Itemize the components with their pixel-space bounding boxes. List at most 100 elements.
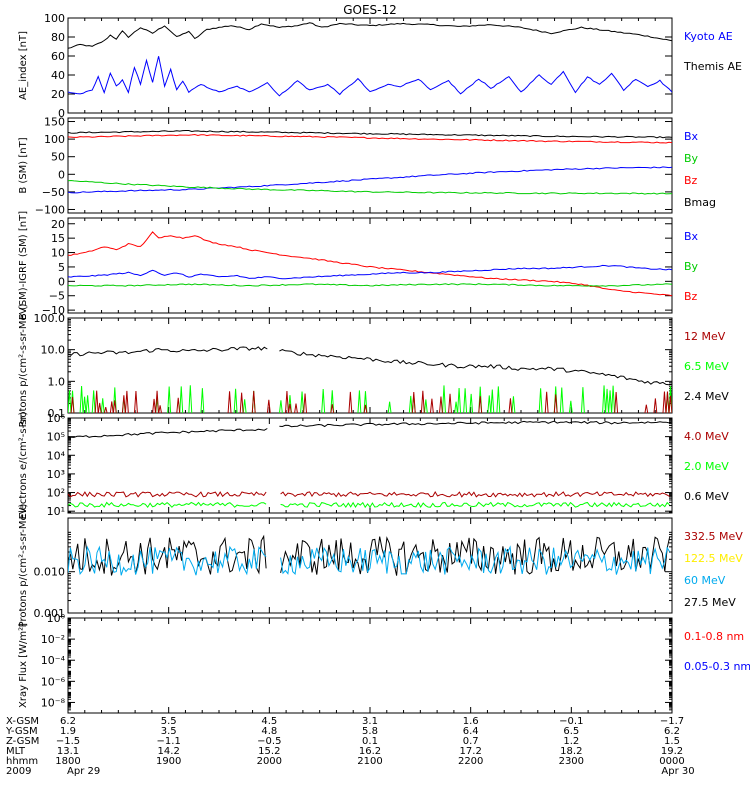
y-tick-label: 10⁶: [47, 412, 66, 425]
y-tick-label: 10.0: [41, 344, 66, 357]
series-spike-12-mev: [124, 390, 129, 413]
series-spike-12-mev: [70, 396, 75, 413]
x-tick-value-zgsm: −1.5: [56, 736, 80, 747]
y-axis-label: B (SM)-IGRF (SM) [nT]: [18, 211, 29, 320]
series-spike-12-mev: [411, 392, 416, 413]
series-line-bx: [68, 166, 672, 194]
series-spike-6-5-mev: [387, 401, 392, 413]
x-tick-value-mlt: 17.2: [460, 746, 482, 757]
x-tick-value-mlt: 18.2: [560, 746, 582, 757]
panel-6: 0.001 0.010 Protons p/(cm²-s-sr-MeV) 332.5 …: [18, 504, 743, 628]
series-line-27-5-mev: [68, 534, 267, 576]
legend-entry: By: [684, 260, 699, 273]
series-spike-6-5-mev: [79, 385, 84, 413]
series-group: [68, 231, 672, 297]
series-spike-12-mev: [348, 391, 353, 413]
series-spike-12-mev: [176, 397, 181, 413]
y-tick-label: 10⁻²: [41, 633, 65, 646]
series-spike-12-mev: [288, 403, 292, 413]
legend-entry: 4.0 MeV: [684, 430, 729, 443]
series-spike-6-5-mev: [605, 388, 610, 413]
x-tick-value-ygsm: 6.5: [563, 726, 579, 737]
x-tick-value-xgsm: 6.2: [60, 716, 76, 727]
legend-entry: 2.0 MeV: [684, 460, 729, 473]
series-spike-12-mev: [653, 398, 658, 413]
series-spike-12-mev: [266, 399, 271, 413]
series-spike-6-5-mev: [490, 389, 495, 413]
series-spike-12-mev: [330, 404, 335, 413]
series-line-0-6-mev: [68, 428, 268, 438]
series-line-4-0-mev: [280, 491, 670, 498]
series-spike-6-5-mev: [454, 401, 458, 413]
legend-entry: Bx: [684, 230, 699, 243]
x-tick-value-ygsm: 4.8: [261, 726, 277, 737]
series-spike-6-5-mev: [100, 398, 105, 413]
series-group: [68, 346, 672, 413]
legend-entry: 332.5 MeV: [684, 530, 743, 543]
y-tick-label: 0: [58, 275, 65, 288]
series-spike-12-mev: [508, 398, 513, 413]
y-axis-label: Protons p/(cm²-s-sr-MeV): [18, 304, 29, 428]
series-spike-6-5-mev: [568, 400, 573, 413]
series-spike-6-5-mev: [91, 390, 96, 413]
x-axis-labels: X-GSMY-GSMZ-GSMMLThhmm20096.21.9−1.513.1…: [5, 716, 695, 777]
legend-entry: Bz: [684, 174, 698, 187]
x-tick-value-zgsm: 1.2: [563, 736, 579, 747]
panel-frame: [67, 617, 673, 714]
series-spike-6-5-mev: [408, 395, 413, 413]
x-tick-value-mlt: 13.1: [57, 746, 79, 757]
y-tick-label: 100: [44, 133, 65, 146]
legend-entry: 6.5 MeV: [684, 360, 729, 373]
y-tick-label: 50: [51, 151, 65, 164]
y-tick-label: −10: [42, 304, 65, 317]
legend-entry: 2.4 MeV: [684, 390, 729, 403]
y-tick-label: 20: [51, 218, 65, 231]
series-spike-6-5-mev: [487, 395, 492, 413]
series-line-themis-ae: [68, 56, 672, 97]
series-spike-12-mev: [97, 402, 102, 413]
series-spike-6-5-mev: [511, 396, 516, 413]
y-axis-label: Electrons e/(cm²-s-sr): [18, 412, 29, 520]
y-tick-label: 10⁰: [47, 612, 66, 625]
x-tick-value-xgsm: 5.5: [161, 716, 177, 727]
y-tick-label: −100: [35, 203, 65, 216]
x-tick-value-xgsm: 3.1: [362, 716, 378, 727]
x-tick-value-xgsm: 1.6: [463, 716, 479, 727]
legend-entry: Bmag: [684, 196, 716, 209]
x-tick-value-zgsm: 0.1: [362, 736, 378, 747]
y-axis-label: Protons p/(cm²-s-sr-MeV): [18, 504, 29, 628]
legend-entry: Themis AE: [683, 60, 742, 73]
x-tick-value-xgsm: 4.5: [261, 716, 277, 727]
x-tick-value-xgsm: −1.7: [660, 716, 684, 727]
legend-entry: 122.5 MeV: [684, 552, 743, 565]
y-tick-label: 80: [51, 31, 65, 44]
y-tick-label: 150: [44, 116, 65, 129]
x-tick-value-ygsm: 6.2: [664, 726, 680, 737]
series-spike-6-5-mev: [82, 396, 87, 413]
series-line-by: [68, 179, 672, 195]
legend-entry: 27.5 MeV: [684, 596, 736, 609]
x-tick-value-zgsm: −1.1: [157, 736, 181, 747]
x-tick-value-zgsm: −0.5: [257, 736, 281, 747]
y-axis-label: B (SM) [nT]: [18, 137, 29, 193]
x-tick-value-zgsm: 0.7: [463, 736, 479, 747]
series-line-by: [68, 283, 672, 287]
y-tick-label: 5: [58, 261, 65, 274]
series-spike-6-5-mev: [469, 393, 474, 413]
series-spike-6-5-mev: [321, 389, 326, 413]
y-axis-label: Xray Flux [W/m²]: [18, 623, 29, 708]
y-tick-label: 20: [51, 88, 65, 101]
series-spike-6-5-mev: [242, 399, 247, 413]
x-row-label: 2009: [6, 766, 31, 777]
series-spike-6-5-mev: [188, 385, 193, 413]
y-tick-label: 1.0: [48, 375, 66, 388]
series-spike-6-5-mev: [608, 390, 613, 413]
x-tick-value-hhmm: 0000: [659, 756, 684, 767]
x-row-label: Y-GSM: [5, 726, 38, 737]
y-tick-label: 10³: [47, 468, 65, 481]
series-spike-12-mev: [420, 390, 425, 413]
x-tick-value-hhmm: 2300: [559, 756, 584, 767]
